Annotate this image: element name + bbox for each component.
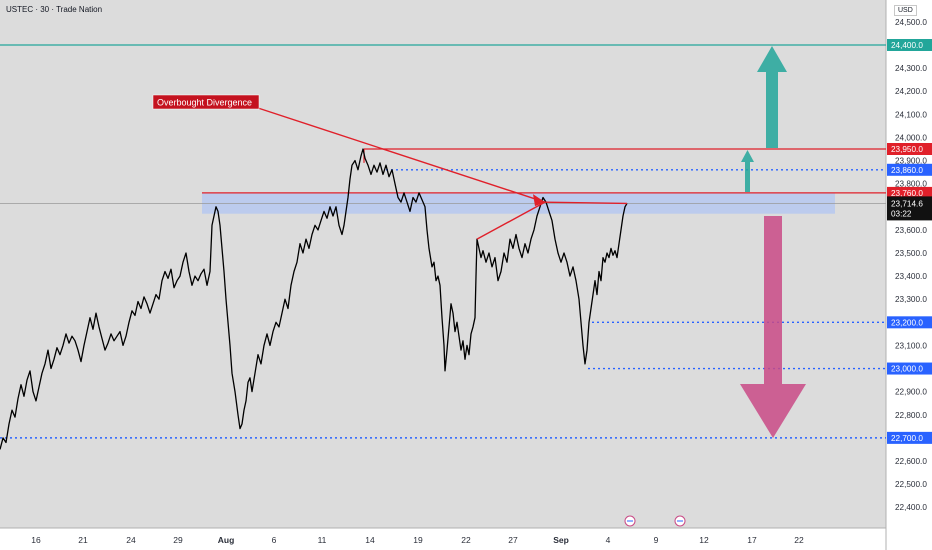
price-series-line (0, 148, 628, 450)
time-axis (0, 528, 886, 550)
y-tick-label: 23,100.0 (895, 341, 927, 350)
level-badge-label: 24,400.0 (891, 41, 923, 50)
plot-area (0, 0, 886, 528)
y-tick-label: 24,300.0 (895, 64, 927, 73)
x-tick-label: 12 (699, 535, 709, 545)
level-badge (887, 186, 932, 199)
x-tick-label: 17 (747, 535, 757, 545)
x-tick-label: 4 (606, 535, 611, 545)
y-tick-label: 23,400.0 (895, 272, 927, 281)
price-axis (886, 0, 932, 550)
y-tick-label: 22,600.0 (895, 457, 927, 466)
y-tick-label: 23,300.0 (895, 295, 927, 304)
annotation-box (152, 94, 260, 110)
x-tick-label: 27 (508, 535, 518, 545)
annotation-label: Overbought Divergence (157, 98, 252, 108)
divergence-low-line (476, 201, 546, 240)
y-tick-label: 24,200.0 (895, 87, 927, 96)
level-badge (887, 362, 932, 375)
level-badge (887, 142, 932, 155)
level-badge (887, 163, 932, 176)
x-tick-label: Sep (553, 535, 569, 545)
x-tick-label: 21 (78, 535, 88, 545)
teal-small-arrow (741, 150, 754, 192)
currency-label[interactable]: USD (894, 5, 917, 16)
level-badge-label: 22,700.0 (891, 434, 923, 443)
level-badge-label: 23,950.0 (891, 145, 923, 154)
y-tick-label: 23,600.0 (895, 226, 927, 235)
y-tick-label: 23,800.0 (895, 180, 927, 189)
y-tick-label: 23,500.0 (895, 249, 927, 258)
x-tick-label: 9 (654, 535, 659, 545)
x-tick-label: 16 (31, 535, 41, 545)
x-tick-label: 29 (173, 535, 183, 545)
x-tick-label: 24 (126, 535, 136, 545)
countdown-label: 03:22 (891, 209, 912, 218)
level-badge (887, 431, 932, 444)
level-badge-label: 23,200.0 (891, 318, 923, 327)
x-tick-label: 11 (318, 535, 327, 545)
current-price-badge (887, 196, 932, 221)
y-tick-label: 22,500.0 (895, 480, 927, 489)
y-tick-label: 22,400.0 (895, 503, 927, 512)
level-badge-label: 23,760.0 (891, 189, 923, 198)
y-tick-label: 22,900.0 (895, 388, 927, 397)
x-tick-label: 6 (272, 535, 277, 545)
level-badge (887, 39, 932, 51)
x-tick-label: 22 (461, 535, 471, 545)
pink-down-arrow (740, 216, 806, 438)
y-tick-label: 24,100.0 (895, 110, 927, 119)
x-tick-label: 19 (413, 535, 423, 545)
symbol-title: USTEC · 30 · Trade Nation (6, 5, 103, 14)
y-tick-label: 23,900.0 (895, 157, 927, 166)
x-tick-label: 22 (794, 535, 804, 545)
level-badge-label: 23,000.0 (891, 365, 923, 374)
teal-large-arrow (757, 46, 787, 148)
level-badge (887, 316, 932, 329)
y-tick-label: 24,000.0 (895, 133, 927, 142)
level-badge-label: 23,860.0 (891, 166, 923, 175)
current-price-label: 23,714.6 (891, 199, 923, 208)
y-tick-label: 22,800.0 (895, 411, 927, 420)
divergence-arrow (257, 107, 546, 203)
divergence-high-line (544, 201, 628, 205)
x-tick-label: 14 (365, 535, 375, 545)
y-tick-label: 24,500.0 (895, 18, 927, 27)
x-tick-label: Aug (218, 535, 235, 545)
